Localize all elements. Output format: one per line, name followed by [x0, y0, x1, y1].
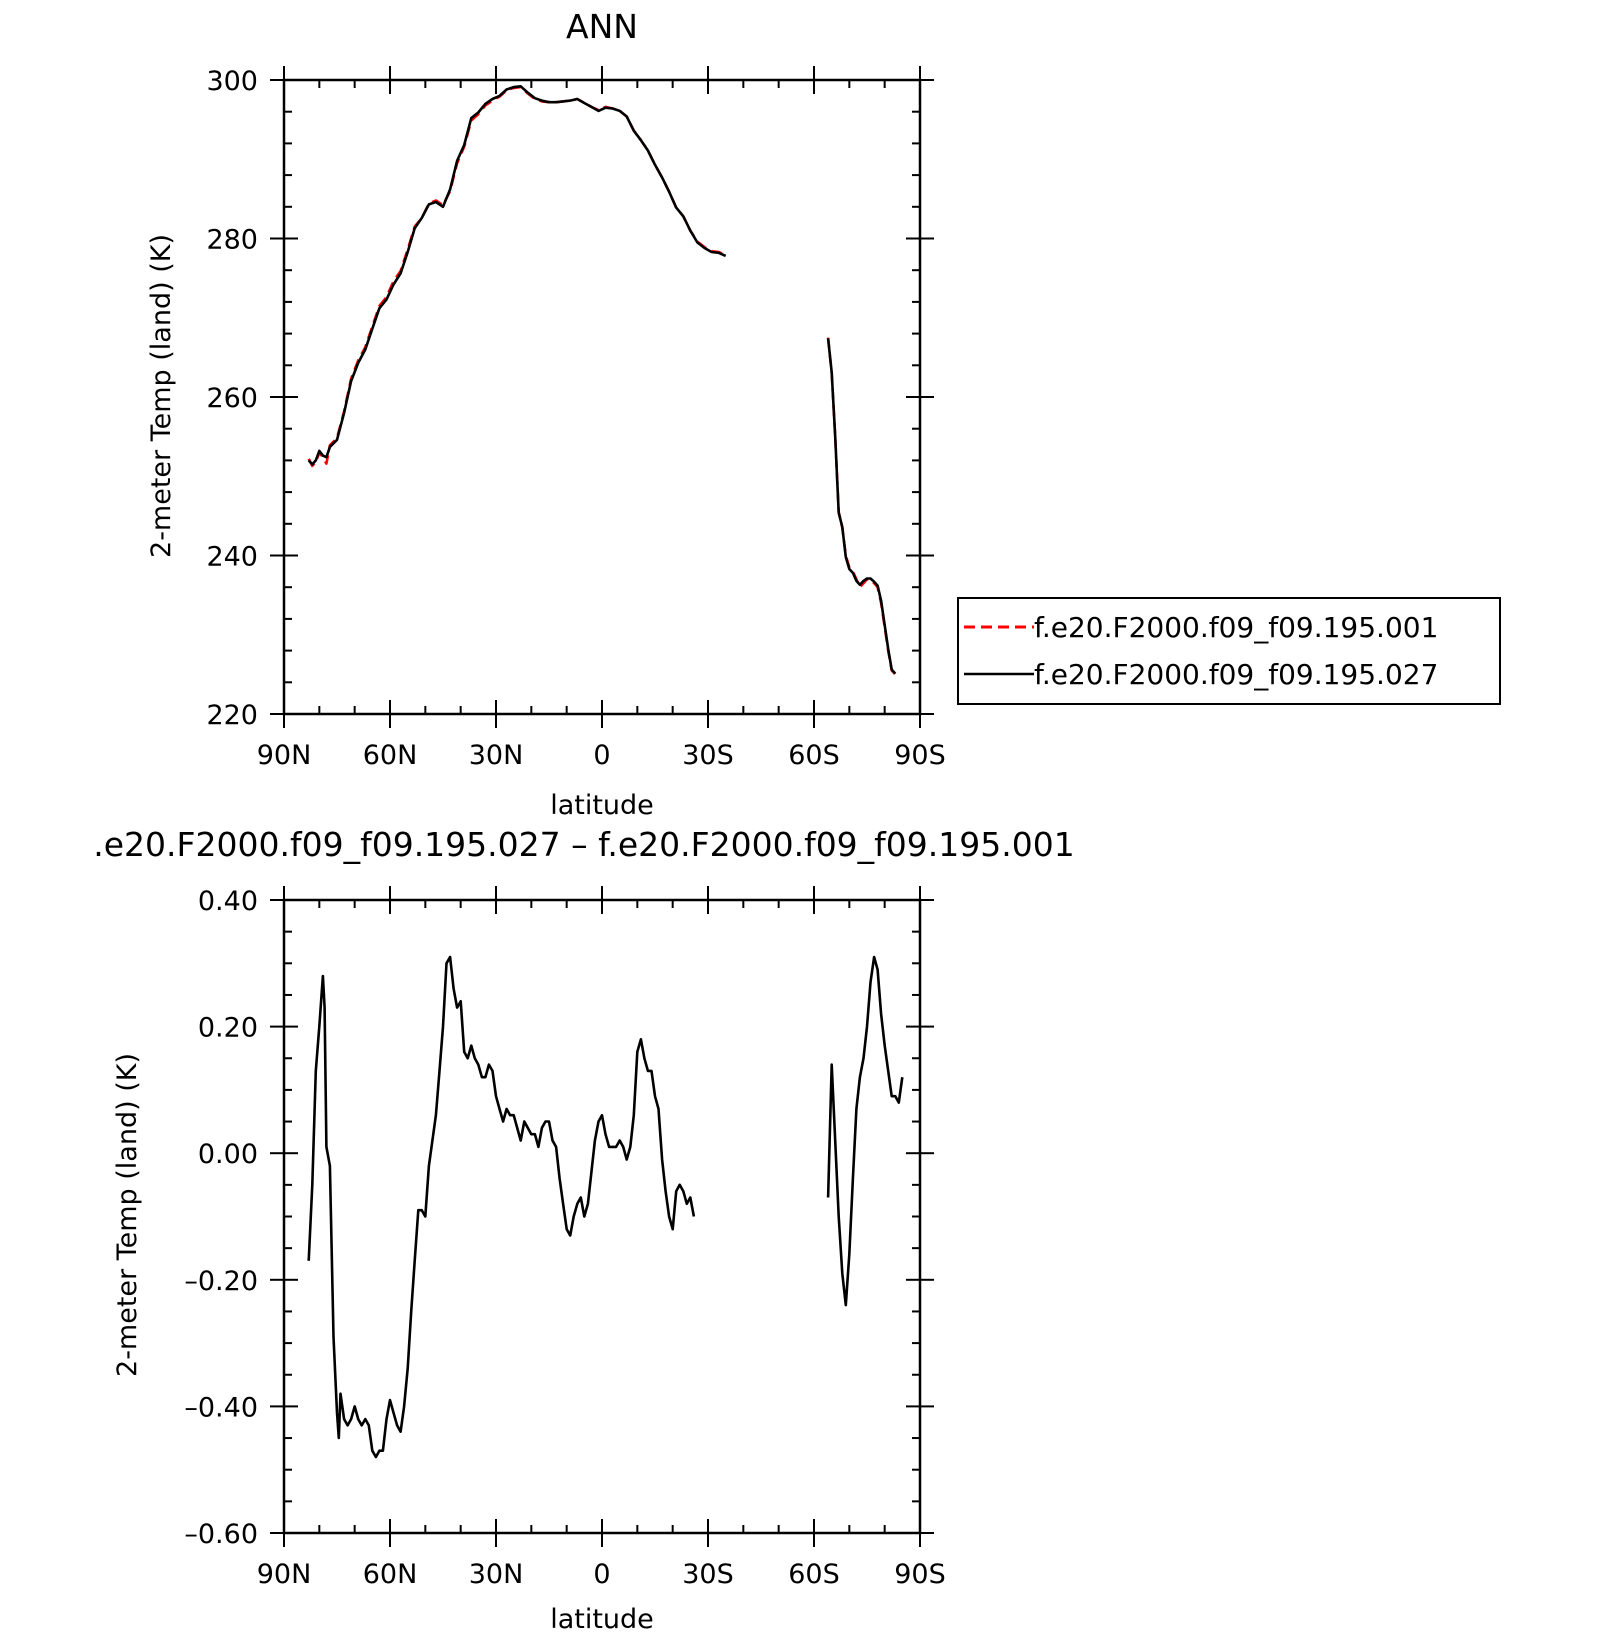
legend: f.e20.F2000.f09_f09.195.001 f.e20.F2000.…: [957, 597, 1501, 705]
bottom-series-lines: [307, 955, 904, 1459]
top-x-tick-label: 30S: [682, 740, 734, 771]
bottom-x-tick-label: 60N: [363, 1559, 418, 1590]
top-axis-ticks: 90N 60N 30N 0 30S 60S 90S 220 240 260 280 300: [206, 66, 946, 771]
bottom-x-tick-label: 30N: [469, 1559, 524, 1590]
top-y-tick-label: 260: [206, 383, 258, 414]
top-y-tick-label: 220: [206, 700, 258, 731]
top-plot-frame: [282, 78, 922, 716]
top-y-tick-label: 280: [206, 225, 258, 256]
top-x-tick-label: 60N: [363, 740, 418, 771]
top-series-2-line: [307, 85, 727, 466]
bottom-x-tick-label: 0: [593, 1559, 610, 1590]
bottom-y-tick-label: –0.40: [184, 1392, 258, 1423]
bottom-series-1-line: [826, 955, 904, 1307]
bottom-x-tick-label: 60S: [788, 1559, 840, 1590]
bottom-x-tick-label: 30S: [682, 1559, 734, 1590]
legend-box: [957, 597, 1501, 705]
bottom-y-tick-label: –0.20: [184, 1266, 258, 1297]
legend-entry-series-1: f.e20.F2000.f09_f09.195.001: [1034, 611, 1438, 644]
top-series-1-line: [307, 85, 727, 468]
bottom-axis-ticks: 90N 60N 30N 0 30S 60S 90S –0.60 –0.40 –0.20 0.00 0.…: [184, 886, 946, 1590]
bottom-x-tick-label: 90S: [894, 1559, 946, 1590]
bottom-chart-title: .e20.F2000.f09_f09.195.027 – f.e20.F2000…: [93, 825, 1075, 864]
bottom-y-tick-label: 0.00: [198, 1139, 258, 1170]
bottom-series-1-line: [307, 955, 696, 1459]
bottom-y-tick-label: 0.40: [198, 886, 258, 917]
top-x-tick-label: 0: [593, 740, 610, 771]
top-series-lines: [307, 85, 897, 676]
bottom-panel: .e20.F2000.f09_f09.195.027 – f.e20.F2000…: [93, 825, 1075, 1635]
legend-entry-series-2: f.e20.F2000.f09_f09.195.027: [1034, 658, 1438, 691]
top-x-tick-label: 90N: [257, 740, 312, 771]
top-chart-title: ANN: [566, 7, 638, 46]
bottom-plot-frame: [282, 898, 922, 1535]
top-y-tick-label: 240: [206, 542, 258, 573]
bottom-y-tick-label: 0.20: [198, 1013, 258, 1044]
top-y-axis-label: 2-meter Temp (land) (K): [146, 234, 177, 558]
top-x-tick-label: 90S: [894, 740, 946, 771]
top-y-tick-label: 300: [206, 66, 258, 97]
bottom-y-tick-label: –0.60: [184, 1519, 258, 1550]
bottom-y-axis-label: 2-meter Temp (land) (K): [112, 1053, 143, 1377]
top-x-axis-label: latitude: [550, 790, 654, 821]
top-x-tick-label: 60S: [788, 740, 840, 771]
top-panel: ANN latitude 2-meter Temp (land) (K) 90N…: [146, 7, 946, 821]
top-series-2-line: [826, 338, 897, 675]
top-x-tick-label: 30N: [469, 740, 524, 771]
bottom-x-axis-label: latitude: [550, 1604, 654, 1635]
bottom-x-tick-label: 90N: [257, 1559, 312, 1590]
